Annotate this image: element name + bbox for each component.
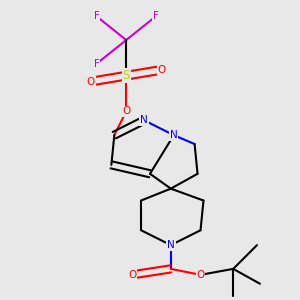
Text: O: O bbox=[122, 106, 130, 116]
Text: N: N bbox=[140, 115, 148, 125]
Text: O: O bbox=[196, 270, 205, 280]
Text: N: N bbox=[167, 240, 175, 250]
Text: O: O bbox=[86, 76, 95, 87]
Text: F: F bbox=[94, 11, 99, 21]
Text: N: N bbox=[170, 130, 178, 140]
Text: F: F bbox=[153, 11, 159, 21]
Text: O: O bbox=[158, 65, 166, 75]
Text: F: F bbox=[94, 59, 99, 69]
Text: O: O bbox=[128, 270, 136, 280]
Text: S: S bbox=[122, 69, 130, 82]
